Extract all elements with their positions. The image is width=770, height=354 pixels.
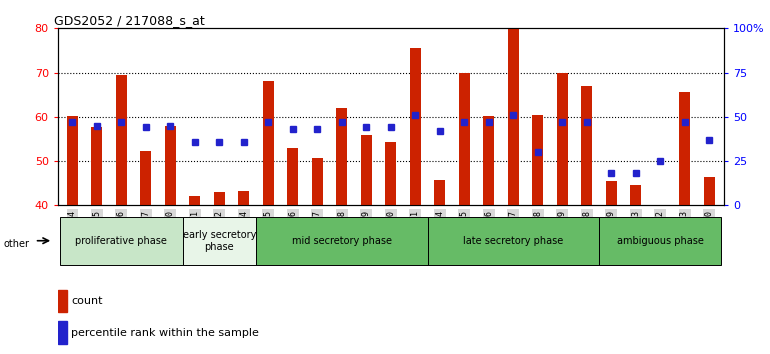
Bar [60,217,182,264]
Bar [581,86,592,205]
Bar [679,92,690,205]
Bar [630,185,641,205]
Text: other: other [4,239,30,249]
Bar [507,28,519,205]
Bar [189,196,200,205]
Bar [59,321,67,344]
Bar [92,127,102,205]
Bar [263,81,274,205]
Bar [434,180,445,205]
Text: percentile rank within the sample: percentile rank within the sample [71,328,259,338]
Text: late secretory phase: late secretory phase [463,236,564,246]
Text: early secretory
phase: early secretory phase [182,230,256,252]
Bar [59,290,67,312]
Bar [312,158,323,205]
Bar [704,177,715,205]
Text: count: count [71,296,102,306]
Bar [459,73,470,205]
Bar [239,191,249,205]
Bar [116,75,127,205]
Bar [67,116,78,205]
Bar [385,142,397,205]
Bar [287,148,298,205]
Bar [557,73,567,205]
Bar [484,116,494,205]
Bar [140,151,152,205]
Bar [182,217,256,264]
Text: mid secretory phase: mid secretory phase [292,236,392,246]
Bar [214,192,225,205]
Bar [361,135,372,205]
Bar [532,115,543,205]
Bar [427,217,599,264]
Text: GDS2052 / 217088_s_at: GDS2052 / 217088_s_at [55,14,205,27]
Bar [410,48,420,205]
Bar [654,205,665,227]
Text: ambiguous phase: ambiguous phase [617,236,704,246]
Bar [165,126,176,205]
Bar [606,181,617,205]
Text: proliferative phase: proliferative phase [75,236,167,246]
Bar [599,217,721,264]
Bar [336,108,347,205]
Bar [256,217,427,264]
